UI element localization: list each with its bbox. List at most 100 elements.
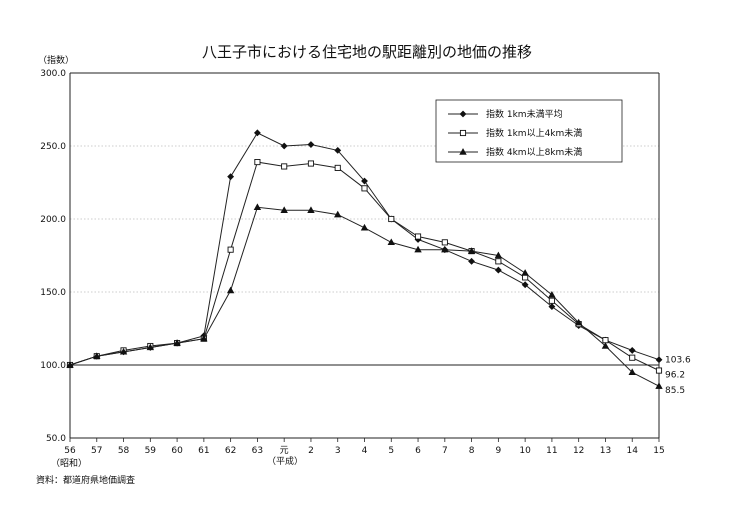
x-tick-label: 7 <box>442 446 448 456</box>
data-point-series-3 <box>574 318 583 326</box>
end-value-label-series-3: 85.5 <box>665 386 685 396</box>
data-point-series-3 <box>628 368 636 376</box>
legend-marker-2 <box>459 129 467 137</box>
x-tick-label: 12 <box>573 446 584 456</box>
data-point-series-3 <box>93 352 101 359</box>
x-era-label-showa: （昭和） <box>51 458 87 469</box>
chart-title: 八王子市における住宅地の駅距離別の地価の推移 <box>202 43 532 61</box>
x-tick-label: 56 <box>64 446 76 456</box>
data-point-series-2 <box>602 337 609 344</box>
series-line-3 <box>69 206 660 387</box>
data-point-series-2 <box>655 367 663 374</box>
data-point-series-2 <box>227 246 234 253</box>
x-tick-label: 13 <box>600 446 611 456</box>
data-point-series-2 <box>281 163 288 170</box>
legend-marker-1 <box>459 110 467 118</box>
x-tick-label: 8 <box>469 446 475 456</box>
y-tick-label: 300.0 <box>40 69 66 79</box>
data-point-series-3 <box>226 286 235 294</box>
data-point-series-3 <box>467 247 476 254</box>
x-tick-label: 57 <box>91 446 102 456</box>
data-point-series-1 <box>280 142 288 150</box>
data-point-series-1 <box>253 129 261 137</box>
data-point-series-3 <box>119 347 128 355</box>
data-point-series-3 <box>414 245 422 253</box>
end-value-label-series-2: 96.2 <box>665 371 685 381</box>
data-point-series-2 <box>307 160 315 167</box>
x-tick-label: 58 <box>118 446 130 456</box>
legend-marker-3 <box>459 148 467 155</box>
x-tick-label: 63 <box>252 446 263 456</box>
data-point-series-1 <box>548 303 556 311</box>
data-point-series-3 <box>200 334 208 342</box>
data-point-series-3 <box>66 361 74 368</box>
y-tick-label: 50.0 <box>46 434 66 444</box>
legend-label-2: 指数 1km以上4km未満 <box>486 127 582 139</box>
data-point-series-1 <box>494 266 502 274</box>
x-tick-label: 3 <box>335 446 341 456</box>
series-layer <box>66 129 663 389</box>
data-point-series-1 <box>361 177 368 185</box>
y-tick-label: 250.0 <box>40 142 66 152</box>
x-era-label-heisei: （平成） <box>267 455 303 467</box>
data-point-series-2 <box>548 297 555 304</box>
x-tick-label: 11 <box>546 446 557 456</box>
legend-label-1: 指数 1km未満平均 <box>486 108 563 120</box>
data-point-series-2 <box>495 258 502 265</box>
x-tick-label: 15 <box>653 446 664 456</box>
y-tick-label: 200.0 <box>40 215 66 225</box>
data-point-series-3 <box>494 251 503 259</box>
x-tick-label: 62 <box>225 446 236 456</box>
data-point-series-1 <box>227 173 235 181</box>
x-tick-label: 59 <box>145 446 157 456</box>
label-layer: 103.6 96.2 85.5 <box>665 356 691 396</box>
x-tick-label: 元 <box>280 446 289 456</box>
x-tick-label: 14 <box>627 446 639 456</box>
data-point-series-3 <box>601 342 610 349</box>
x-tick-label: 5 <box>388 446 394 456</box>
data-point-series-3 <box>253 203 262 211</box>
data-point-series-1 <box>628 346 636 354</box>
data-point-series-3 <box>360 223 369 231</box>
source-note: 資料：都道府県地価調査 <box>36 474 135 486</box>
data-point-series-1 <box>307 141 315 148</box>
data-point-series-2 <box>388 215 395 223</box>
data-point-series-3 <box>548 291 556 298</box>
x-tick-label: 60 <box>171 446 183 456</box>
data-point-series-3 <box>173 339 181 346</box>
x-tick-label: 61 <box>198 446 209 456</box>
data-point-series-2 <box>414 233 422 240</box>
x-tick-label: 6 <box>415 446 421 456</box>
data-point-series-3 <box>387 238 395 246</box>
data-point-series-3 <box>280 206 288 213</box>
y-tick-label: 100.0 <box>40 361 66 371</box>
series-line-2 <box>69 161 660 371</box>
x-tick-label: 9 <box>495 446 501 456</box>
data-point-series-3 <box>334 210 342 218</box>
data-point-series-1 <box>655 356 663 364</box>
legend-label-3: 指数 4km以上8km未満 <box>486 146 582 158</box>
x-tick-label: 10 <box>519 446 531 456</box>
data-point-series-3 <box>521 269 529 276</box>
data-point-series-1 <box>334 146 342 154</box>
data-point-series-3 <box>441 245 449 253</box>
x-tick-label: 2 <box>308 446 314 456</box>
data-point-series-1 <box>468 257 476 265</box>
data-point-series-2 <box>334 164 341 171</box>
data-point-series-2 <box>441 239 448 246</box>
data-point-series-2 <box>629 354 636 361</box>
data-point-series-2 <box>254 159 261 166</box>
x-tick-label: 4 <box>362 446 368 456</box>
data-point-series-2 <box>361 185 368 192</box>
series-line-1 <box>69 132 660 366</box>
end-value-label-series-1: 103.6 <box>665 356 691 366</box>
y-axis-label: （指数） <box>38 54 74 66</box>
data-point-series-3 <box>655 382 663 389</box>
y-tick-label: 150.0 <box>40 288 66 298</box>
data-point-series-3 <box>307 206 315 213</box>
data-point-series-1 <box>521 281 529 289</box>
data-point-series-3 <box>146 343 155 351</box>
